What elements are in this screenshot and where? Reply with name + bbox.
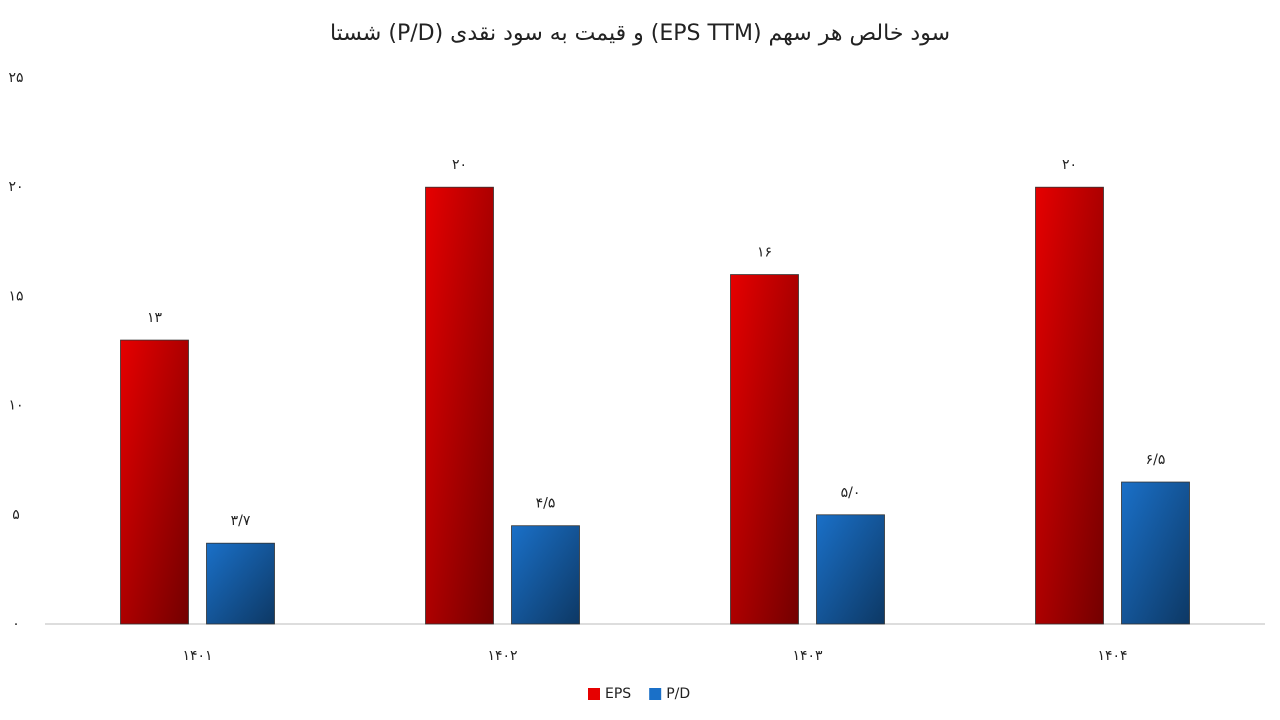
y-tick-label: ۵ xyxy=(12,507,20,523)
y-tick-label: ۱۵ xyxy=(8,288,23,304)
bar xyxy=(511,525,580,625)
value-label: ۶/۵ xyxy=(1146,452,1166,468)
value-label: ۵/۰ xyxy=(841,485,861,501)
x-tick-label: ۱۴۰۱ xyxy=(182,648,212,664)
value-label: ۱۶ xyxy=(757,245,772,261)
value-label: ۴/۵ xyxy=(536,496,556,512)
value-label: ۱۳ xyxy=(147,310,163,326)
value-label: ۳/۷ xyxy=(231,513,251,529)
legend-swatch xyxy=(588,688,600,700)
bar xyxy=(425,186,494,625)
bar xyxy=(816,514,885,625)
chart-title: سود خالص هر سهم (EPS TTM) و قیمت به سود … xyxy=(330,21,950,46)
bar xyxy=(120,339,189,625)
value-label: ۲۰ xyxy=(1062,157,1077,173)
y-tick-label: ۲۰ xyxy=(8,179,23,195)
x-tick-label: ۱۴۰۲ xyxy=(487,648,517,664)
bar xyxy=(1035,186,1104,625)
y-tick-label: ۱۰ xyxy=(8,398,23,414)
legend-label: P/D xyxy=(666,686,690,702)
legend-label: EPS xyxy=(605,686,631,702)
value-label: ۲۰ xyxy=(452,157,467,173)
x-tick-label: ۱۴۰۴ xyxy=(1097,648,1127,664)
bar xyxy=(206,542,275,625)
x-tick-label: ۱۴۰۳ xyxy=(792,648,823,664)
y-tick-label: ۲۵ xyxy=(8,70,23,86)
y-tick-label: ۰ xyxy=(12,616,20,632)
bar xyxy=(730,274,799,625)
bar xyxy=(1121,481,1190,625)
legend-swatch xyxy=(649,688,662,700)
